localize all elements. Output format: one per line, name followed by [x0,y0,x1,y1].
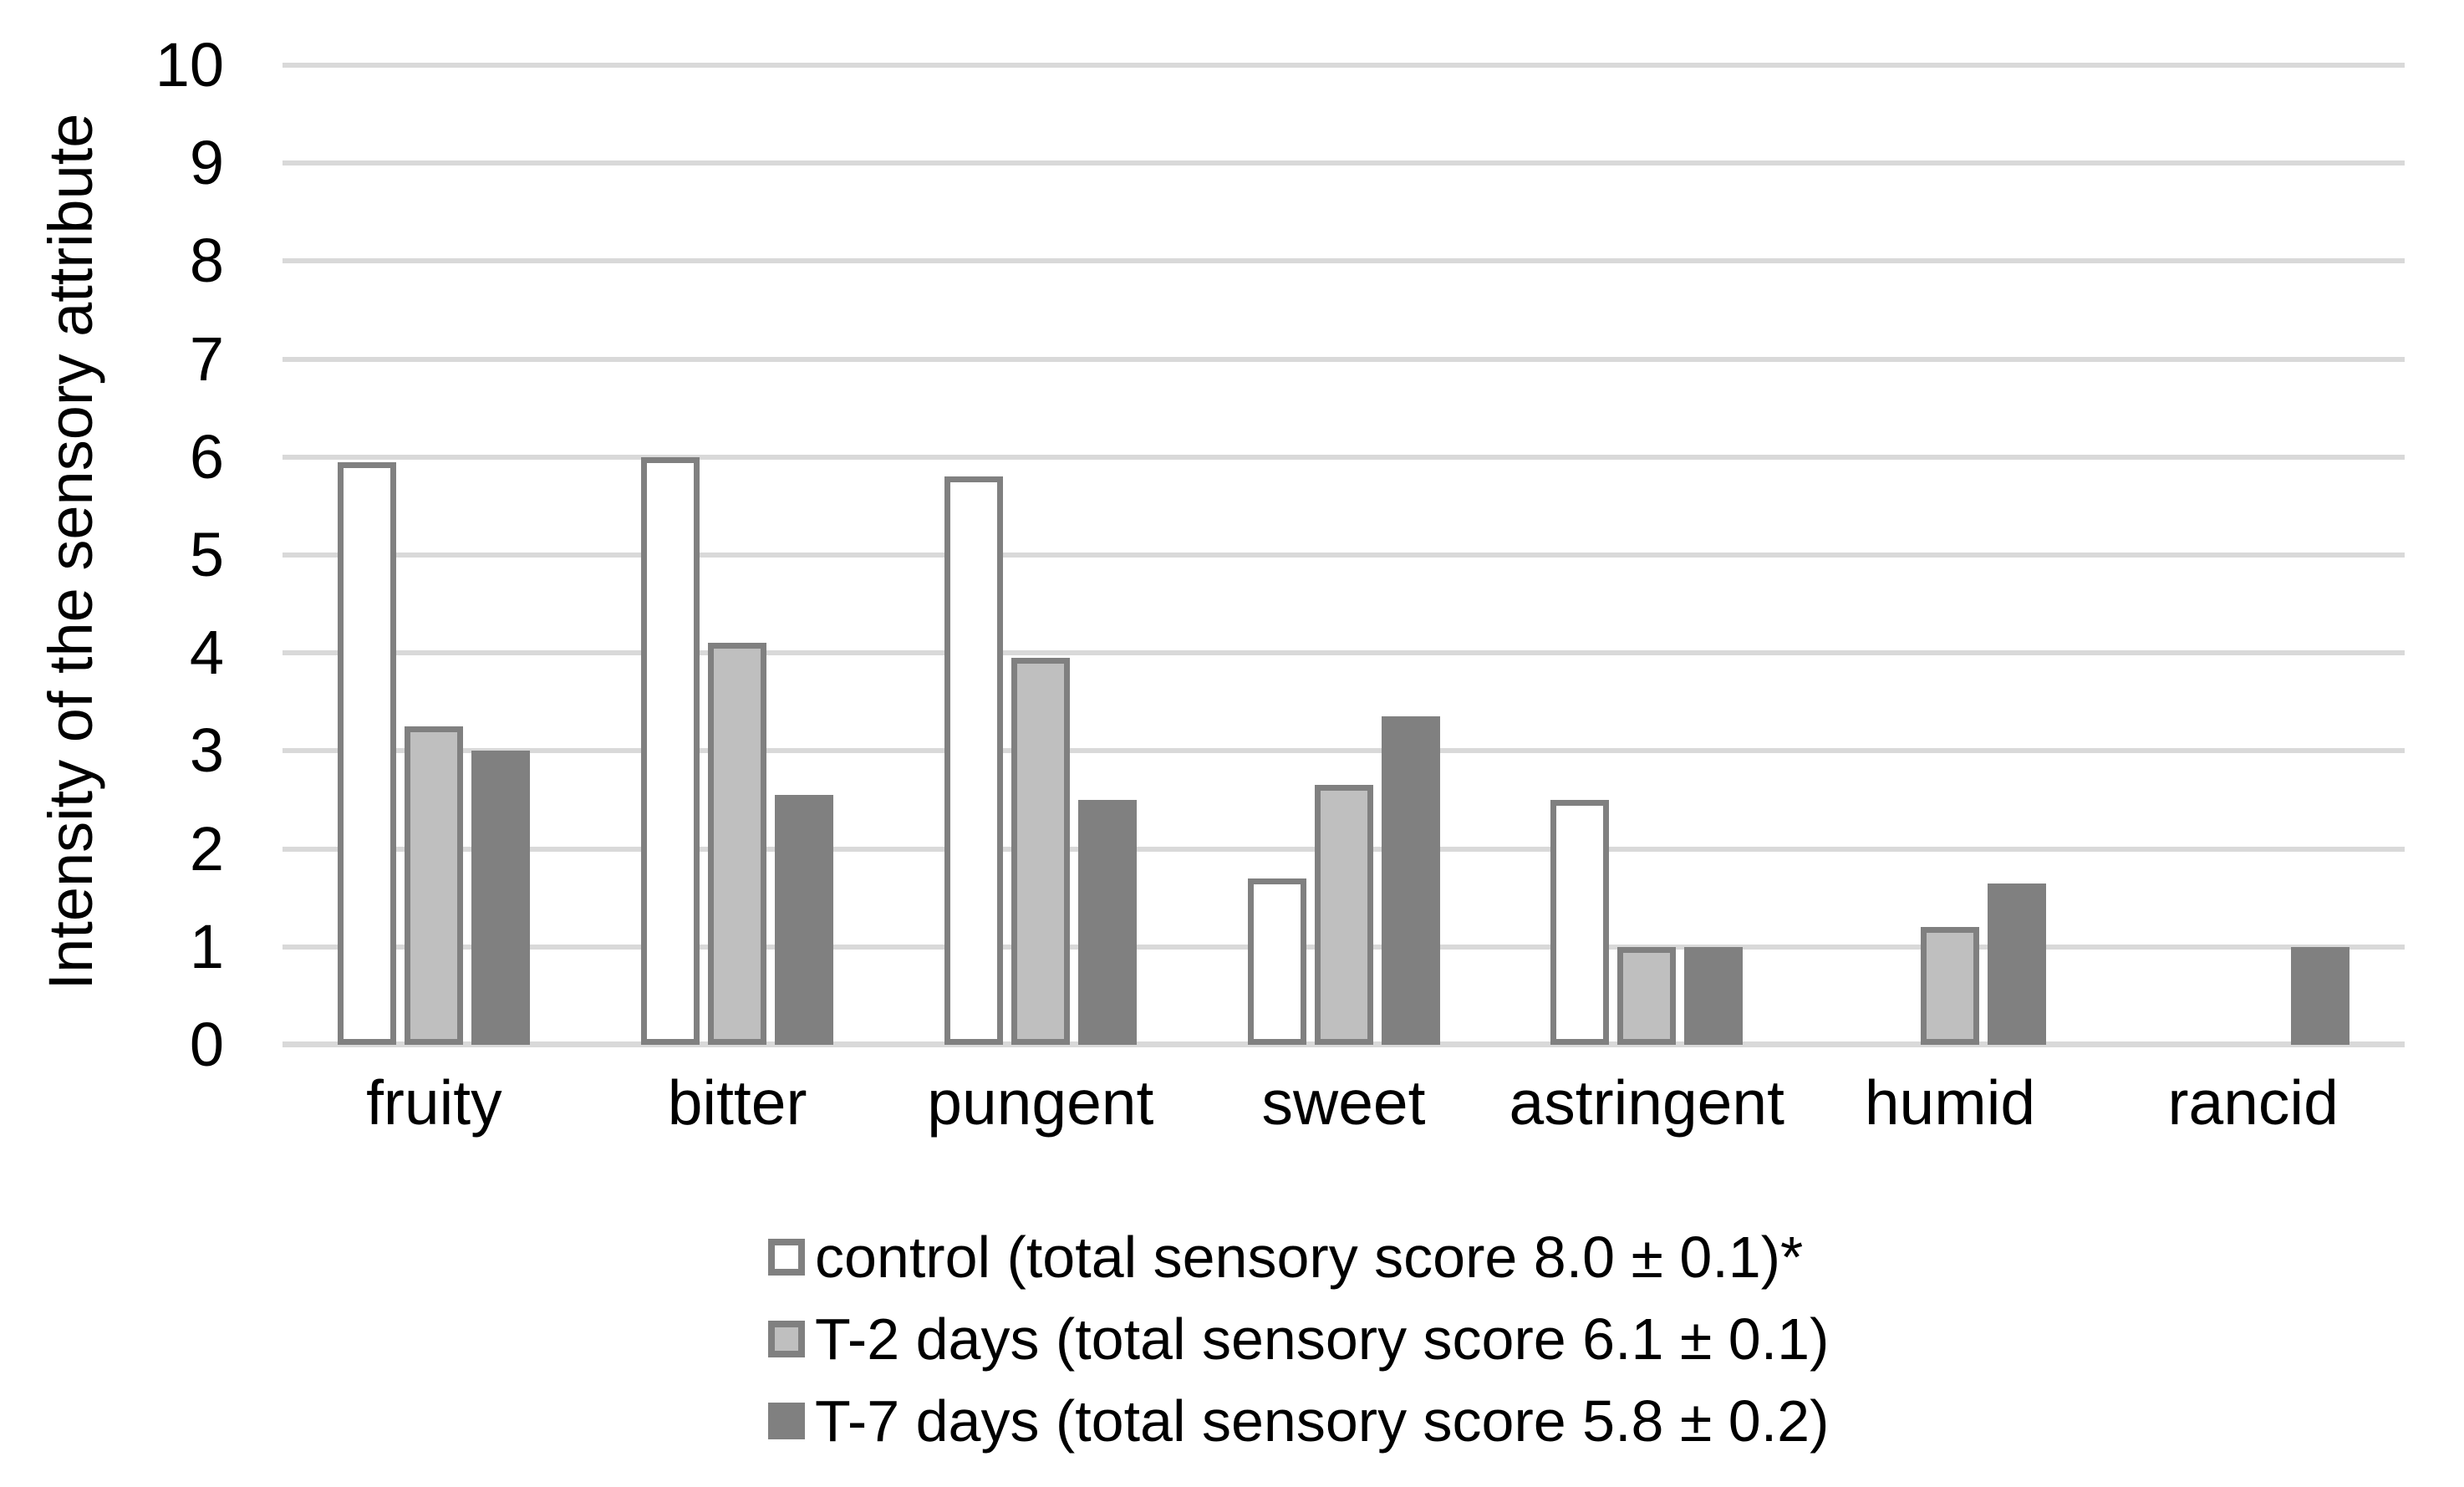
bar-groups [283,63,2405,1045]
y-tick-label-5: 5 [189,520,224,589]
legend-swatch-icon-1 [768,1321,805,1357]
bar-series2-pungent [1077,800,1137,1045]
bar-series1-bitter [708,643,767,1045]
category-label-sweet: sweet [1261,1067,1426,1138]
bar-series1-pungent [1011,658,1070,1045]
bar-series2-sweet [1381,716,1440,1045]
y-tick-label-10: 10 [155,30,224,99]
plot-area [283,63,2405,1047]
legend-swatch-icon-2 [768,1403,805,1439]
gridline-4 [283,650,2405,656]
gridline-5 [283,553,2405,558]
bar-group-bitter [586,63,889,1045]
bar-series1-sweet [1314,785,1373,1045]
category-label-fruity: fruity [366,1067,502,1138]
bar-group-fruity [283,63,586,1045]
legend-swatch-icon-0 [768,1239,805,1276]
bar-series1-astringent [1617,947,1677,1045]
y-tick-label-0: 0 [189,1010,224,1079]
gridline-10 [283,63,2405,68]
legend-row-1: T-2 days (total sensory score 6.1 ± 0.1) [768,1298,1829,1380]
legend-label-1: T-2 days (total sensory score 6.1 ± 0.1) [815,1306,1830,1372]
bar-series2-rancid [2290,947,2349,1045]
y-tick-label-1: 1 [189,911,224,981]
bar-series0-fruity [338,462,397,1045]
gridline-3 [283,748,2405,754]
category-label-bitter: bitter [667,1067,807,1138]
legend-row-0: control (total sensory score 8.0 ± 0.1)* [768,1216,1829,1298]
y-tick-label-8: 8 [189,226,224,296]
y-tick-label-7: 7 [189,323,224,394]
y-tick-label-6: 6 [189,421,224,491]
legend-label-2: T-7 days (total sensory score 5.8 ± 0.2) [815,1388,1830,1454]
bar-series0-bitter [641,457,700,1045]
bar-series1-humid [1920,927,1979,1045]
bar-group-pungent [888,63,1192,1045]
bar-group-rancid [2101,63,2405,1045]
gridline-9 [283,160,2405,166]
bar-series0-pungent [944,476,1003,1045]
gridline-7 [283,356,2405,362]
bar-series0-astringent [1550,800,1610,1045]
x-axis-category-labels: fruity bitter pungent sweet astringent humid r… [283,1072,2405,1134]
bar-series0-sweet [1247,878,1306,1045]
bar-group-humid [1799,63,2102,1045]
bar-series1-fruity [405,726,464,1045]
y-tick-label-3: 3 [189,715,224,786]
category-label-pungent: pungent [927,1067,1154,1138]
bar-series2-bitter [775,795,834,1045]
y-tick-label-9: 9 [189,128,224,198]
category-label-rancid: rancid [2167,1067,2339,1138]
category-label-astringent: astringent [1509,1067,1784,1138]
bar-group-sweet [1192,63,1495,1045]
legend-row-2: T-7 days (total sensory score 5.8 ± 0.2) [768,1380,1829,1462]
bar-group-astringent [1495,63,1799,1045]
bar-series2-fruity [471,751,531,1045]
y-axis-tick-labels: 0 1 2 3 4 5 6 7 8 9 10 [0,0,224,1487]
legend-label-0: control (total sensory score 8.0 ± 0.1)* [815,1225,1804,1290]
gridline-6 [283,454,2405,460]
category-label-humid: humid [1864,1067,2036,1138]
y-tick-label-4: 4 [189,618,224,688]
gridline-8 [283,258,2405,264]
bar-series2-astringent [1684,947,1744,1045]
legend: control (total sensory score 8.0 ± 0.1)*… [768,1216,1829,1462]
bar-series2-humid [1987,884,2046,1045]
y-tick-label-2: 2 [189,813,224,884]
